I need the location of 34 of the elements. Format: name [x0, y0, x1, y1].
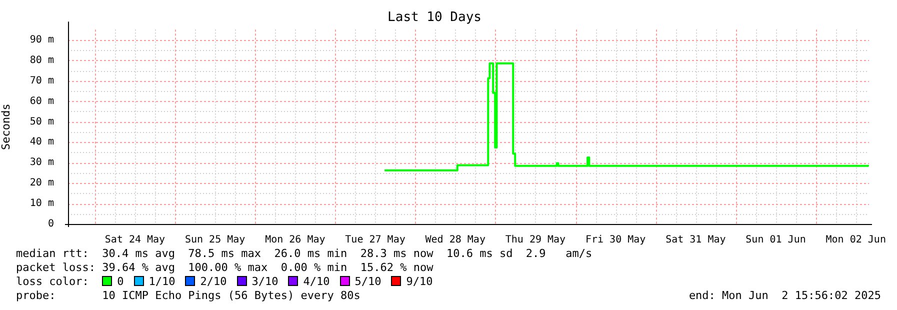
y-tick-label: 50 m	[30, 116, 54, 128]
legend-label: 5/10	[354, 275, 382, 288]
x-tick-label: Fri 30 May	[585, 234, 646, 246]
x-tick-label: Sun 01 Jun	[746, 234, 806, 246]
chart-title: Last 10 Days	[388, 10, 482, 26]
x-tick-label: Mon 02 Jun	[826, 234, 886, 246]
x-tick-label: Mon 26 May	[265, 234, 326, 246]
y-tick-label: 30 m	[30, 157, 54, 168]
legend-label: 4/10	[303, 275, 330, 288]
y-tick-label: 60 m	[30, 96, 54, 107]
y-tick-label: 80 m	[30, 54, 54, 66]
y-axis-title: Seconds	[0, 104, 12, 150]
x-tick-label: Tue 27 May	[345, 234, 406, 246]
x-tick-label: Sat 24 May	[104, 234, 166, 246]
x-tick-label: Thu 29 May	[505, 234, 566, 246]
y-tick-label: 20 m	[30, 178, 54, 189]
y-tick-label: 90 m	[30, 34, 54, 46]
legend-label: 3/10	[252, 275, 278, 288]
y-tick-label: 10 m	[30, 198, 54, 210]
x-tick-label: Sun 25 May	[184, 234, 246, 246]
x-tick-label: Sat 31 May	[666, 234, 726, 246]
x-tick-label: Wed 28 May	[425, 234, 486, 246]
legend-label: 0	[117, 275, 124, 288]
y-tick-label: 0	[48, 218, 54, 230]
legend-label: 1/10	[148, 275, 176, 288]
text: end: Mon Jun 2 15:56:02 2025	[688, 289, 881, 302]
legend-label: 9/10	[406, 275, 433, 288]
y-tick-label: 40 m	[30, 136, 54, 148]
legend-title: loss color:	[16, 275, 90, 288]
text: packet loss: 39.64 % avg 100.00 % max 0.00 % min 15.62 % now	[16, 261, 434, 274]
text: median rtt: 30.4 ms avg 78.5 ms max 26.0 ms min 28.3 ms now 10.6 ms sd 2.9 am/s	[16, 247, 592, 260]
legend-label: 2/10	[200, 275, 227, 288]
text: probe: 10 ICMP Echo Pings (56 Bytes) every 80s	[16, 289, 360, 302]
y-tick-label: 70 m	[30, 75, 54, 86]
